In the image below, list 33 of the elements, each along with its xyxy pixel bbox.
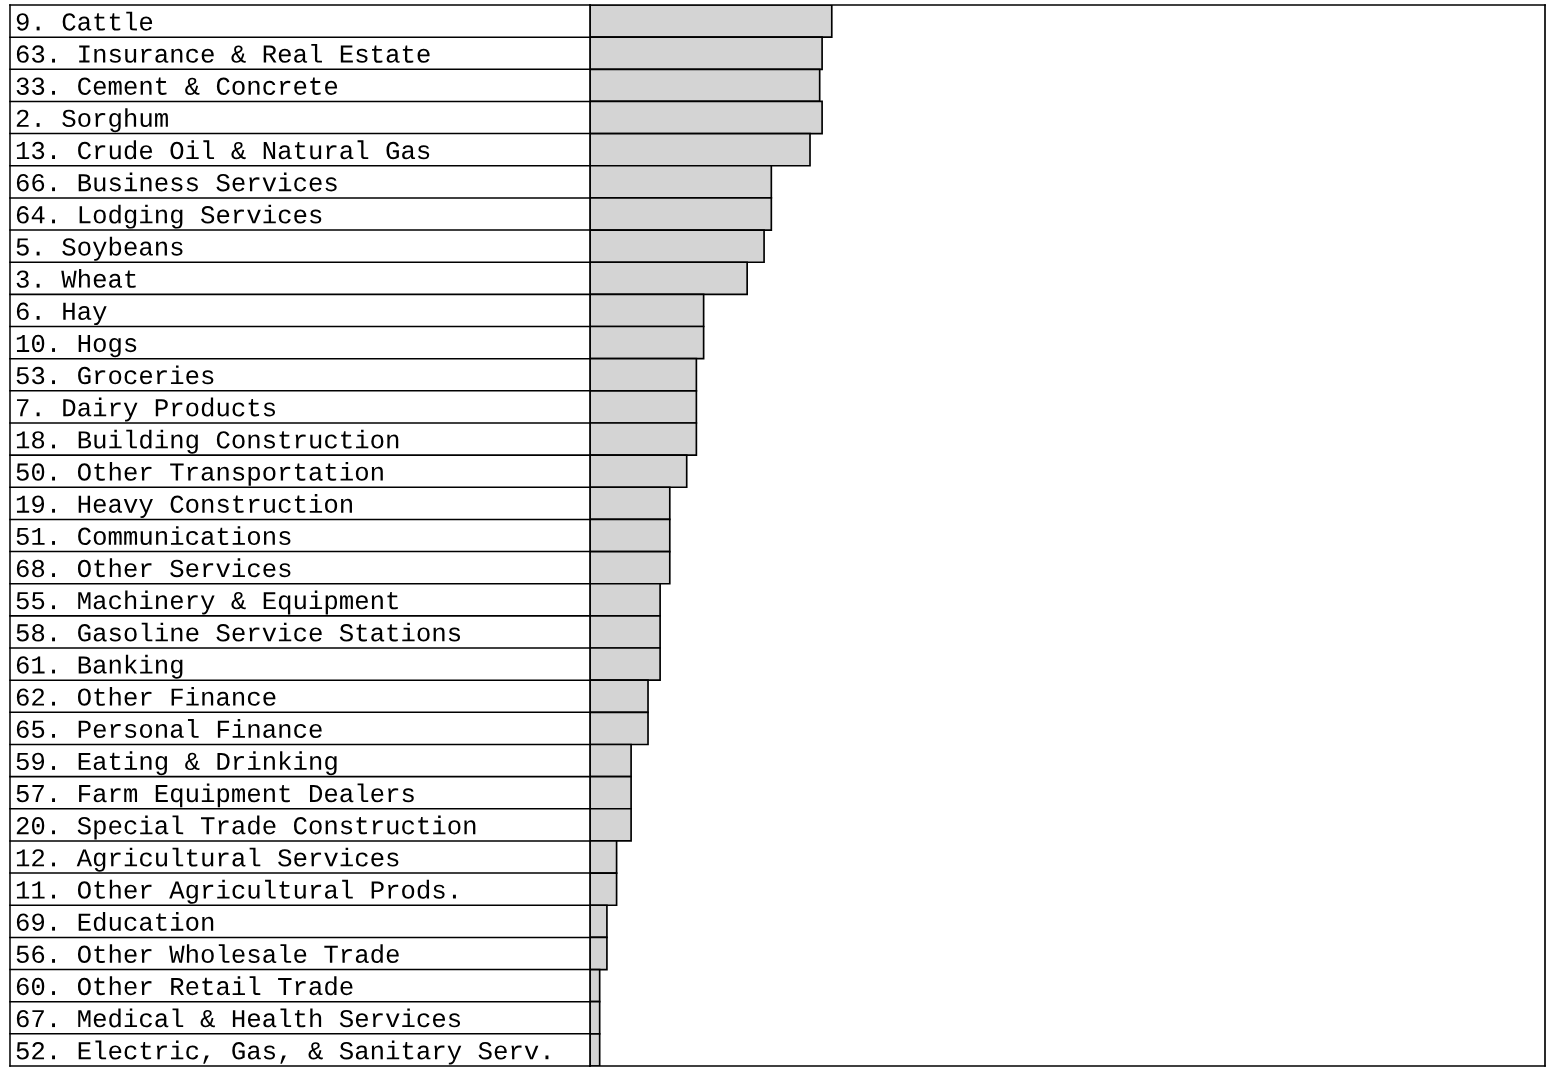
y-tick-label: 53. Groceries xyxy=(16,365,214,385)
y-tick-label: 67. Medical & Health Services xyxy=(16,1008,461,1028)
y-tick-label: 55. Machinery & Equipment xyxy=(16,590,398,615)
y-tick-label: 66. Business Services xyxy=(16,172,337,192)
y-tick-label: 6. Hay xyxy=(16,302,107,326)
y-tick-label: 18. Building Construction xyxy=(16,429,399,454)
y-tick-label: 62. Other Finance xyxy=(16,686,276,706)
y-tick-label: 11. Other Agricultural Prods. xyxy=(16,879,456,904)
y-tick-label: 12. Agricultural Services xyxy=(16,847,399,872)
y-tick-label: 19. Heavy Construction xyxy=(16,494,352,518)
y-tick-label: 69. Education xyxy=(16,912,214,931)
y-tick-label: 51. Communications xyxy=(16,526,291,546)
y-tick-label: 64. Lodging Services xyxy=(16,204,322,229)
y-tick-label: 68. Other Services xyxy=(16,558,291,578)
y-tick-label: 61. Banking xyxy=(16,654,183,679)
y-tick-label: 13. Crude Oil & Natural Gas xyxy=(16,140,430,160)
y-tick-label: 58. Gasoline Service Stations xyxy=(16,622,461,642)
y-tick-label: 20. Special Trade Construction xyxy=(16,815,476,840)
y-tick-label: 33. Cement & Concrete xyxy=(16,77,338,95)
y-tick-label: 65. Personal Finance xyxy=(16,719,322,738)
y-tick-label: 7. Dairy Products xyxy=(16,397,276,422)
y-tick-label: 3. Wheat xyxy=(16,268,136,288)
y-tick-label: 5. Soybeans xyxy=(16,236,183,261)
y-tick-label: 9. Cattle xyxy=(16,11,153,31)
y-tick-label: 50. Other Transportation xyxy=(16,461,383,486)
y-tick-label: 52. Electric, Gas, & Sanitary Serv. xyxy=(16,1040,549,1065)
y-tick-label: 59. Eating & Drinking xyxy=(16,751,337,776)
y-tick-label: 57. Farm Equipment Dealers xyxy=(16,783,414,808)
y-tick-label: 2. Sorghum xyxy=(16,108,168,133)
y-tick-label: 63. Insurance & Real Estate xyxy=(16,43,430,63)
y-tick-label: 60. Other Retail Trade xyxy=(16,976,353,996)
y-tick-label: 10. Hogs xyxy=(16,334,137,358)
y-tick-label: 56. Other Wholesale Trade xyxy=(16,944,399,964)
